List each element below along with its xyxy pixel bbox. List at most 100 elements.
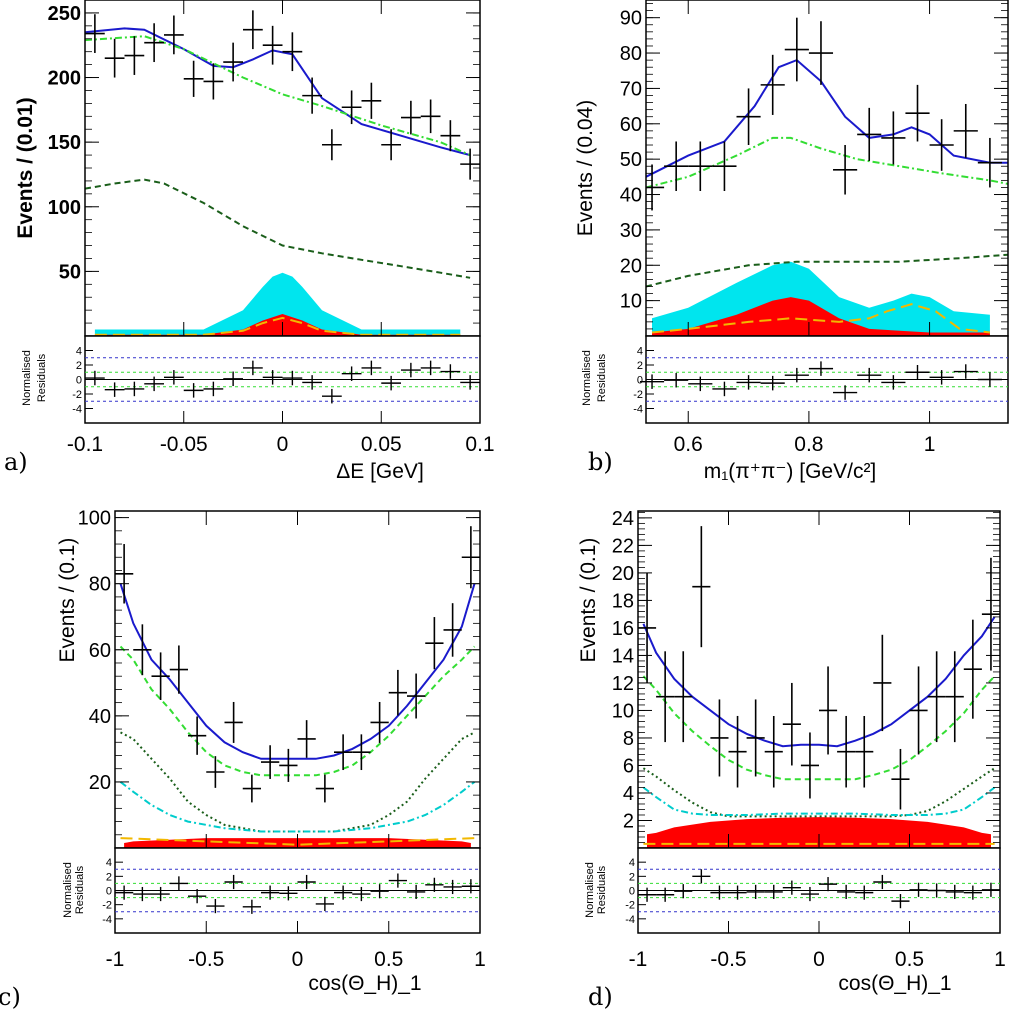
data-point — [909, 666, 928, 755]
data-point — [262, 25, 283, 65]
data-point — [977, 137, 1002, 188]
y-tick-label: 10 — [612, 700, 634, 722]
data-point — [388, 669, 407, 716]
residual-point — [837, 884, 856, 899]
plot-area — [646, 17, 1008, 336]
res-tick-label: -4 — [625, 914, 635, 926]
data-point — [819, 666, 838, 755]
y-tick-label: 80 — [89, 574, 111, 596]
residual-point — [953, 364, 978, 379]
panel-tag: b) — [588, 448, 613, 476]
curve-bbbar-dotted — [120, 731, 475, 833]
data-point — [203, 63, 224, 100]
data-point — [712, 141, 737, 191]
residual-point — [203, 381, 224, 397]
x-axis-label: cos(Θ_H)_1 — [838, 972, 951, 995]
data-point — [420, 99, 441, 134]
y-tick-label: 4 — [623, 783, 634, 805]
panel-tag: c) — [0, 983, 21, 1011]
res-tick-label: -2 — [625, 900, 635, 912]
data-point — [656, 651, 675, 743]
residual-point — [855, 885, 874, 900]
residual-point — [819, 877, 838, 892]
x-tick-label: 0.1 — [465, 433, 494, 456]
y-tick-label: 70 — [620, 78, 642, 100]
data-point — [206, 756, 225, 788]
data-point — [183, 60, 204, 97]
residual-point — [115, 885, 134, 900]
data-point — [243, 10, 263, 50]
data-point — [736, 88, 761, 146]
y-tick-label: 8 — [623, 728, 634, 750]
residual-point — [736, 375, 761, 390]
y-tick-label: 20 — [89, 772, 111, 794]
residual-point — [784, 367, 809, 383]
x-tick-label: -0.5 — [188, 948, 224, 971]
residual-point — [808, 361, 834, 376]
res-tick-label: 0 — [106, 886, 112, 898]
data-point — [953, 103, 978, 158]
res-tick-label: 0 — [637, 375, 643, 387]
x-axis-label: cos(Θ_H)_1 — [308, 972, 421, 995]
data-point — [688, 141, 713, 191]
data-point — [85, 14, 105, 53]
data-point — [151, 652, 170, 700]
curve-bbbar — [646, 253, 1008, 288]
curve-comb — [642, 675, 996, 781]
y-tick-label: 90 — [620, 8, 642, 30]
residual-point — [977, 372, 1002, 387]
data-point — [881, 111, 906, 165]
res-tick-label: 2 — [106, 871, 112, 883]
data-point — [873, 634, 892, 732]
data-point — [315, 774, 334, 803]
data-point — [407, 673, 426, 719]
residual-axis-label-line: Normalised — [581, 350, 593, 406]
data-point — [334, 734, 353, 771]
curve-cyan-dashdot — [119, 781, 476, 833]
residual-point — [688, 376, 713, 392]
plot-area — [638, 526, 1000, 848]
data-point — [302, 77, 322, 114]
curve-signal-dash — [120, 837, 475, 846]
residual-point — [963, 885, 982, 900]
data-point — [857, 107, 882, 161]
y-tick-label: 100 — [48, 197, 81, 219]
data-point — [124, 36, 145, 75]
res-tick-label: 2 — [637, 360, 643, 372]
res-tick-label: -2 — [102, 900, 112, 912]
data-point — [764, 715, 783, 788]
residual-point — [144, 376, 164, 392]
y-tick-label: 60 — [620, 114, 642, 136]
y-tick-label: 150 — [48, 132, 81, 154]
y-tick-label: 22 — [612, 535, 634, 557]
residual-point — [712, 381, 737, 397]
panel-c: 20 40 60 80 100 Events / (0.1) -4 -2 0 2 4 -1 -0.5 0 0… — [0, 508, 486, 1011]
y-axis-label: Events / (0.01) — [14, 97, 37, 238]
residual-point — [297, 874, 316, 890]
y-axis-label: Events / (0.1) — [577, 538, 600, 663]
data-point — [401, 100, 421, 135]
data-point — [443, 603, 462, 657]
x-tick-label: -0.5 — [710, 948, 746, 971]
data-point — [188, 716, 207, 755]
curve-total — [646, 58, 1008, 178]
curve-bbbar — [85, 178, 471, 279]
residual-point — [461, 879, 480, 894]
residual-point — [279, 886, 298, 901]
y-tick-label: 30 — [620, 220, 642, 242]
residual-point — [443, 879, 462, 895]
data-point — [728, 715, 747, 788]
data-point — [242, 774, 261, 803]
curve-cyan-dashdot — [642, 786, 996, 816]
res-tick-label: -4 — [633, 404, 643, 416]
y-tick-label: 80 — [620, 43, 642, 65]
x-tick-label: 0 — [292, 948, 304, 971]
plot-area — [85, 10, 480, 336]
residual-point — [833, 385, 858, 400]
panel-tag: a) — [4, 448, 28, 476]
data-point — [891, 748, 910, 810]
data-point — [352, 734, 371, 771]
residual-axis-label-line: Normalised — [584, 862, 596, 918]
